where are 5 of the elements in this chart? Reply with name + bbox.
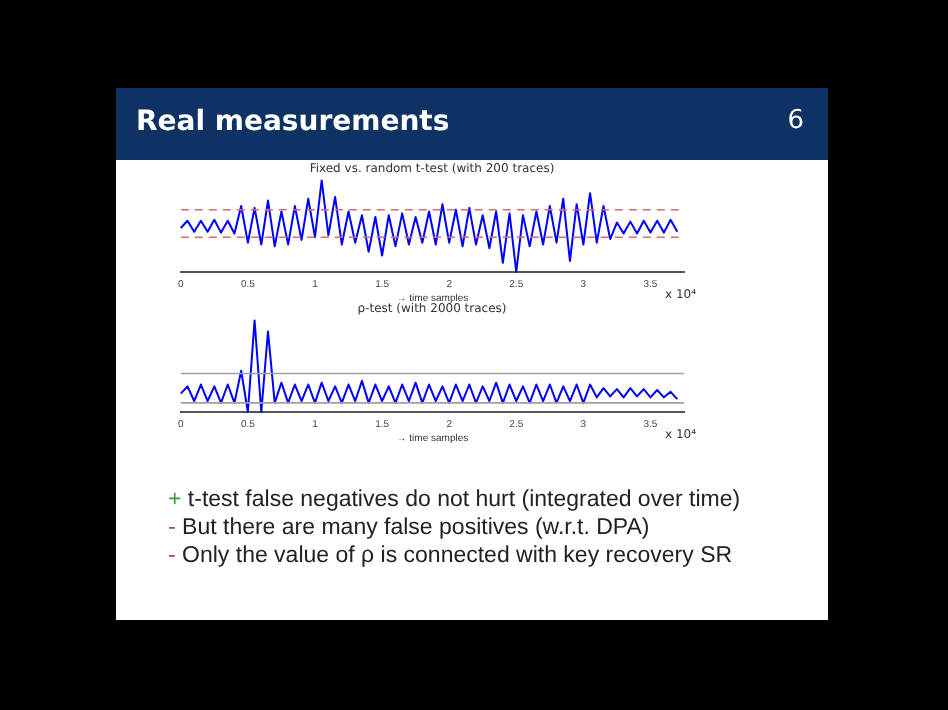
text: 6 [787,106,804,136]
text: - But there are many false positives (w.r.t. DPA) [168,514,652,542]
text: + t-test false negatives do not hurt (integrated over time) [168,486,741,514]
text: Real measurements [136,106,450,138]
text: - Only the value of ρ is connected with key recovery SR [168,542,735,570]
